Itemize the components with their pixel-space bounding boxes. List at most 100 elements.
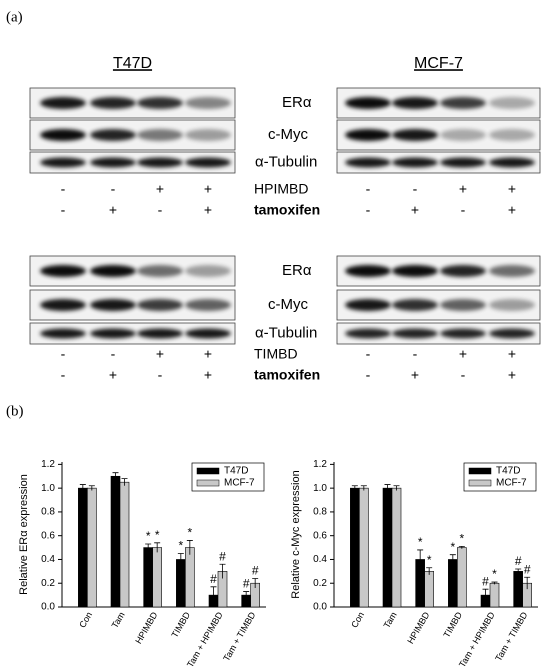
treatment-sign: - <box>461 367 466 383</box>
treatment-sign: + <box>204 367 212 383</box>
treatment-sign: - <box>366 367 371 383</box>
significance-marker: * <box>492 567 497 581</box>
bar <box>382 487 393 608</box>
blot-band <box>137 129 183 141</box>
bar <box>78 487 88 608</box>
error-bar <box>243 591 250 599</box>
legend-label: MCF-7 <box>224 478 255 489</box>
error-bar <box>417 549 424 569</box>
blot-band <box>40 97 86 109</box>
blot-band <box>345 97 391 109</box>
cell-line-label: MCF-7 <box>414 55 463 72</box>
blot-band <box>137 328 183 339</box>
treatment-sign: + <box>109 367 117 383</box>
panel-label: (a) <box>6 9 23 25</box>
significance-marker: * <box>459 532 464 546</box>
error-bar <box>458 545 465 549</box>
significance-marker: * <box>427 553 432 567</box>
significance-marker: * <box>178 539 183 553</box>
blot-band <box>392 299 438 311</box>
bar <box>513 571 523 608</box>
y-tick-label: 0.6 <box>41 530 55 541</box>
bar <box>424 571 434 608</box>
blot-band <box>90 265 136 277</box>
x-tick-label: HPIMBD <box>133 610 159 646</box>
blot-band <box>185 157 231 168</box>
blot-band <box>345 129 391 141</box>
legend-swatch <box>468 467 492 475</box>
blot-band <box>40 299 86 311</box>
y-tick-label: 0.2 <box>313 578 327 589</box>
x-tick-label: HPIMBD <box>405 610 431 646</box>
x-tick-label: TIMBD <box>441 610 464 640</box>
blot-band <box>392 328 438 339</box>
protein-label: c-Myc <box>268 126 308 143</box>
significance-marker: # <box>243 577 250 591</box>
blot-band <box>345 328 391 339</box>
blot-band <box>137 157 183 168</box>
blot-band <box>440 157 486 168</box>
treatment-sign: - <box>413 181 418 197</box>
x-tick-label: Con <box>349 610 366 629</box>
bar <box>110 475 121 608</box>
significance-marker: * <box>146 529 151 543</box>
blot-band <box>392 265 438 277</box>
treatment-sign: - <box>158 367 163 383</box>
error-bar <box>426 567 433 575</box>
blot-band <box>489 97 535 109</box>
y-tick-label: 0.4 <box>41 554 55 565</box>
legend-swatch <box>196 479 220 487</box>
bar <box>176 559 186 608</box>
error-bar <box>384 484 391 492</box>
significance-marker: # <box>252 564 259 578</box>
legend-label: T47D <box>496 466 520 477</box>
y-tick-label: 0.8 <box>313 507 327 518</box>
blot-band <box>137 97 183 109</box>
y-tick-label: 0.2 <box>41 578 55 589</box>
treatment-sign: + <box>156 181 164 197</box>
treatment-sign: - <box>111 181 116 197</box>
error-bar <box>524 576 531 590</box>
blot-band <box>40 328 86 339</box>
treatment-sign: + <box>204 202 212 218</box>
bar <box>489 582 500 608</box>
blot-band <box>392 129 438 141</box>
y-tick-label: 0.0 <box>41 602 55 613</box>
y-axis-label: Relative ERα expression <box>18 474 30 595</box>
blot-band <box>345 157 391 168</box>
treatment-label: HPIMBD <box>254 181 308 197</box>
significance-marker: * <box>450 540 455 554</box>
x-tick-label: Tam + HPIMBD <box>457 610 497 669</box>
treatment-sign: - <box>111 346 116 362</box>
blot-frame <box>336 151 541 174</box>
y-tick-label: 1.2 <box>313 459 327 470</box>
blot-band <box>392 157 438 168</box>
error-bar <box>210 586 217 604</box>
legend-swatch <box>196 467 220 475</box>
protein-label: ERα <box>282 262 312 279</box>
legend-frame <box>191 462 265 492</box>
treatment-sign: + <box>109 202 117 218</box>
treatment-sign: + <box>204 181 212 197</box>
legend-label: T47D <box>224 466 248 477</box>
blot-band <box>40 157 86 168</box>
blot-band <box>440 129 486 141</box>
panel-label: (b) <box>6 403 24 419</box>
treatment-sign: + <box>204 346 212 362</box>
error-bar <box>482 588 489 602</box>
treatment-sign: - <box>366 181 371 197</box>
treatment-sign: + <box>508 346 516 362</box>
treatment-sign: + <box>459 181 467 197</box>
significance-marker: * <box>155 528 160 542</box>
treatment-sign: + <box>411 202 419 218</box>
significance-marker: # <box>210 572 217 586</box>
protein-label: c-Myc <box>268 296 308 313</box>
treatment-sign: + <box>156 346 164 362</box>
blot-band <box>440 97 486 109</box>
legend-swatch <box>468 479 492 487</box>
blot-band <box>185 129 231 141</box>
error-bar <box>121 478 128 486</box>
error-bar <box>186 540 193 555</box>
protein-label: ERα <box>282 94 312 111</box>
x-tick-label: Tam + HPIMBD <box>185 610 225 669</box>
